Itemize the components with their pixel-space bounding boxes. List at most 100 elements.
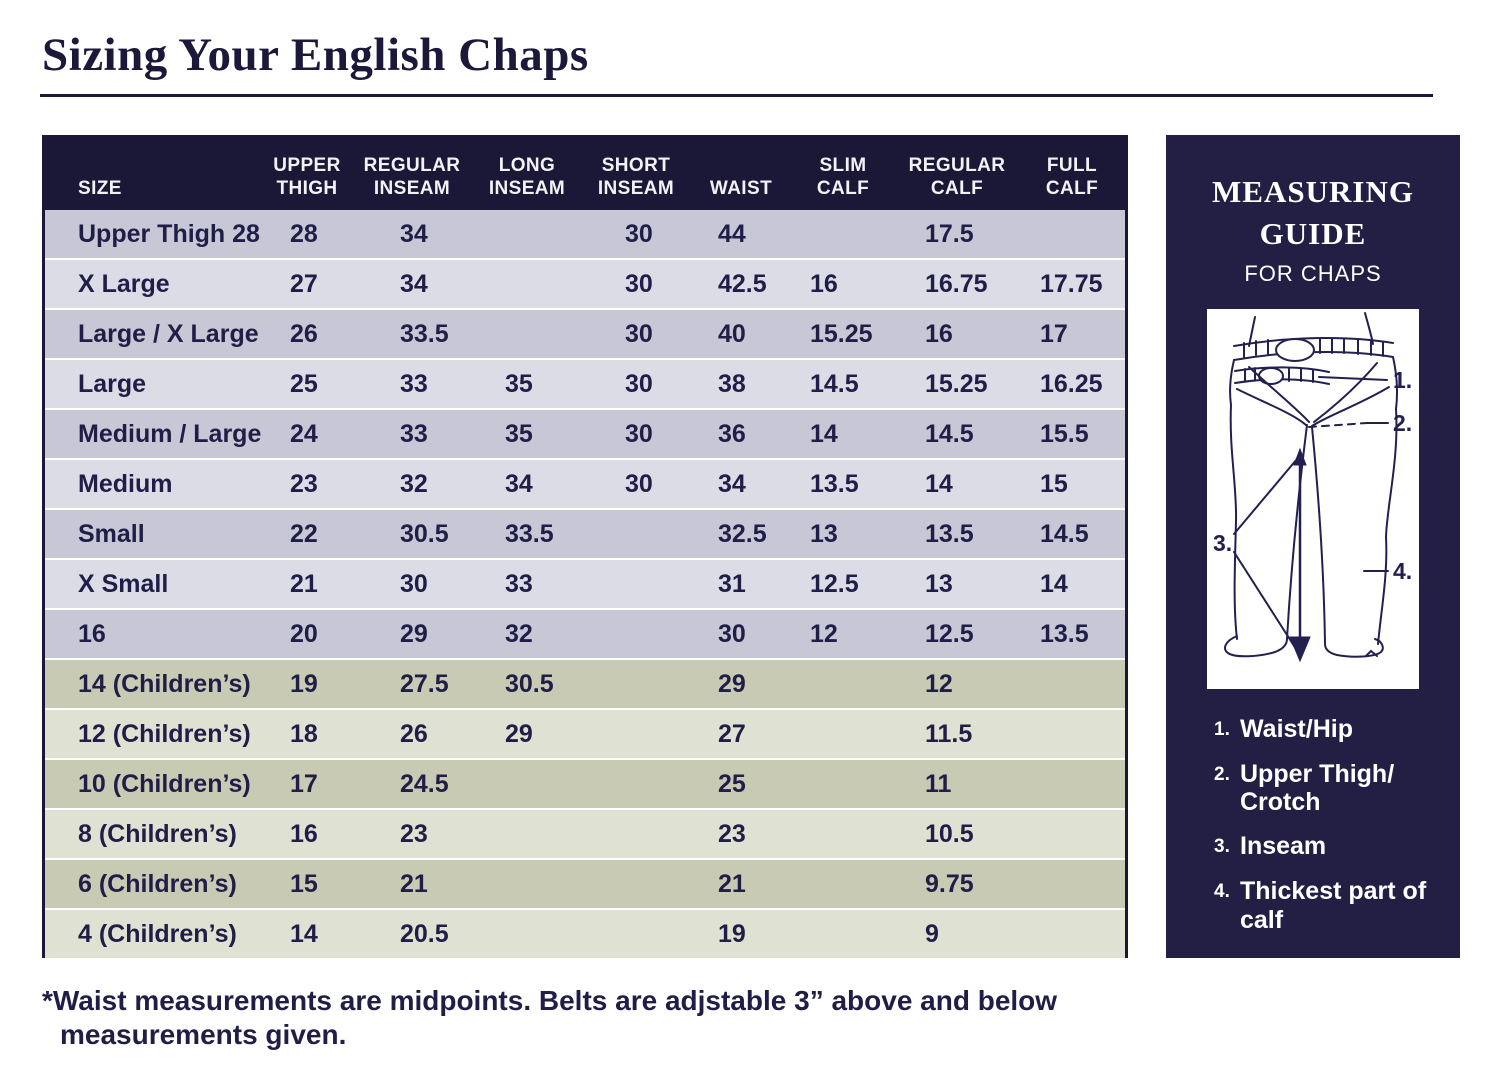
cell-waist: 19 (718, 919, 746, 948)
cell-slim-calf (791, 760, 895, 808)
cell-full-calf (1019, 660, 1125, 708)
table-row: X Large 27 34 30 42.5 16 16.75 17.75 (45, 260, 1125, 308)
table-header-row: SIZE UPPER THIGH REGULAR INSEAM LONG INS… (45, 138, 1125, 210)
cell-slim-calf (791, 710, 895, 758)
figure-label-3: 3. (1213, 530, 1232, 556)
legend-number: 1. (1214, 718, 1230, 740)
cell-slim-calf: 15.25 (810, 319, 873, 348)
cell-upper-thigh: 24 (290, 419, 318, 448)
legend-item-waist-hip: 1. Waist/Hip (1214, 715, 1446, 745)
table-row: 8 (Children’s) 16 23 23 10.5 (45, 810, 1125, 858)
cell-size: 10 (Children’s) (78, 769, 251, 798)
cell-full-calf (1019, 710, 1125, 758)
cell-regular-calf: 10.5 (925, 819, 974, 848)
cell-size: Large (78, 369, 147, 398)
cell-regular-inseam: 32 (400, 469, 428, 498)
cell-waist: 30 (718, 619, 746, 648)
cell-short-inseam (581, 860, 691, 908)
table-row: Upper Thigh 28 28 34 30 44 17.5 (45, 210, 1125, 258)
cell-slim-calf: 12 (810, 619, 838, 648)
cell-regular-inseam: 33 (400, 369, 428, 398)
table-row: Small 22 30.5 33.5 32.5 13 13.5 14.5 (45, 510, 1125, 558)
column-header-waist: WAIST (709, 178, 773, 200)
cell-size: 16 (78, 619, 106, 648)
column-header-upper-thigh: UPPER THIGH (273, 154, 341, 200)
cell-long-inseam: 33 (505, 569, 533, 598)
cell-long-inseam: 34 (505, 469, 533, 498)
cell-size: Small (78, 519, 145, 548)
cell-regular-calf: 14 (925, 469, 953, 498)
cell-regular-inseam: 20.5 (400, 919, 449, 948)
cell-slim-calf (791, 810, 895, 858)
cell-upper-thigh: 23 (290, 469, 318, 498)
cell-short-inseam (581, 510, 691, 558)
cell-short-inseam: 30 (625, 319, 653, 348)
cell-slim-calf: 14.5 (810, 369, 859, 398)
cell-short-inseam (581, 760, 691, 808)
footnote-line-1: *Waist measurements are midpoints. Belts… (42, 985, 1058, 1016)
cell-short-inseam (581, 560, 691, 608)
cell-upper-thigh: 26 (290, 319, 318, 348)
figure-label-4: 4. (1393, 558, 1412, 584)
cell-short-inseam (581, 710, 691, 758)
table-row: 4 (Children’s) 14 20.5 19 9 (45, 910, 1125, 958)
cell-full-calf (1019, 210, 1125, 258)
legend-number: 3. (1214, 836, 1230, 858)
table-row: Large / X Large 26 33.5 30 40 15.25 16 17 (45, 310, 1125, 358)
cell-waist: 42.5 (718, 269, 767, 298)
cell-size: 12 (Children’s) (78, 719, 251, 748)
cell-short-inseam (581, 910, 691, 958)
column-header-regular-calf: REGULAR CALF (908, 154, 1006, 200)
cell-regular-calf: 14.5 (925, 419, 974, 448)
table-row: 6 (Children’s) 15 21 21 9.75 (45, 860, 1125, 908)
cell-regular-calf: 16.75 (925, 269, 988, 298)
cell-slim-calf (791, 660, 895, 708)
cell-long-inseam (473, 210, 581, 258)
cell-long-inseam (473, 910, 581, 958)
cell-upper-thigh: 20 (290, 619, 318, 648)
cell-regular-inseam: 30.5 (400, 519, 449, 548)
column-header-size: SIZE (78, 178, 122, 200)
column-header-slim-calf: SLIM CALF (816, 154, 870, 200)
cell-long-inseam (473, 310, 581, 358)
cell-short-inseam (581, 610, 691, 658)
cell-upper-thigh: 22 (290, 519, 318, 548)
cell-short-inseam: 30 (625, 219, 653, 248)
cell-size: X Large (78, 269, 170, 298)
cell-upper-thigh: 18 (290, 719, 318, 748)
cell-size: Large / X Large (78, 319, 259, 348)
cell-full-calf: 14 (1040, 569, 1068, 598)
cell-full-calf (1019, 860, 1125, 908)
table-row: Medium / Large 24 33 35 30 36 14 14.5 15.5 (45, 410, 1125, 458)
legend-label: Thickest part of calf (1240, 877, 1427, 934)
cell-waist: 40 (718, 319, 746, 348)
cell-regular-calf: 16 (925, 319, 953, 348)
cell-upper-thigh: 15 (290, 869, 318, 898)
cell-long-inseam (473, 810, 581, 858)
cell-regular-inseam: 34 (400, 269, 428, 298)
cell-waist: 31 (718, 569, 746, 598)
cell-full-calf: 13.5 (1040, 619, 1089, 648)
cell-slim-calf: 14 (810, 419, 838, 448)
cell-waist: 38 (718, 369, 746, 398)
cell-regular-inseam: 26 (400, 719, 428, 748)
table-row: 16 20 29 32 30 12 12.5 13.5 (45, 610, 1125, 658)
cell-upper-thigh: 16 (290, 819, 318, 848)
table-row: 10 (Children’s) 17 24.5 25 11 (45, 760, 1125, 808)
cell-full-calf: 16.25 (1040, 369, 1103, 398)
cell-upper-thigh: 14 (290, 919, 318, 948)
cell-upper-thigh: 21 (290, 569, 318, 598)
cell-size: 4 (Children’s) (78, 919, 237, 948)
cell-regular-calf: 12 (925, 669, 953, 698)
footnote: *Waist measurements are midpoints. Belts… (42, 984, 1172, 1051)
cell-waist: 25 (718, 769, 746, 798)
cell-slim-calf (791, 910, 895, 958)
cell-regular-calf: 13.5 (925, 519, 974, 548)
table-row: Medium 23 32 34 30 34 13.5 14 15 (45, 460, 1125, 508)
cell-waist: 23 (718, 819, 746, 848)
cell-upper-thigh: 17 (290, 769, 318, 798)
cell-waist: 27 (718, 719, 746, 748)
chaps-measuring-figure-icon: 1. 2. 3. 4. (1213, 311, 1412, 662)
legend-label: Upper Thigh/ Crotch (1240, 759, 1395, 817)
